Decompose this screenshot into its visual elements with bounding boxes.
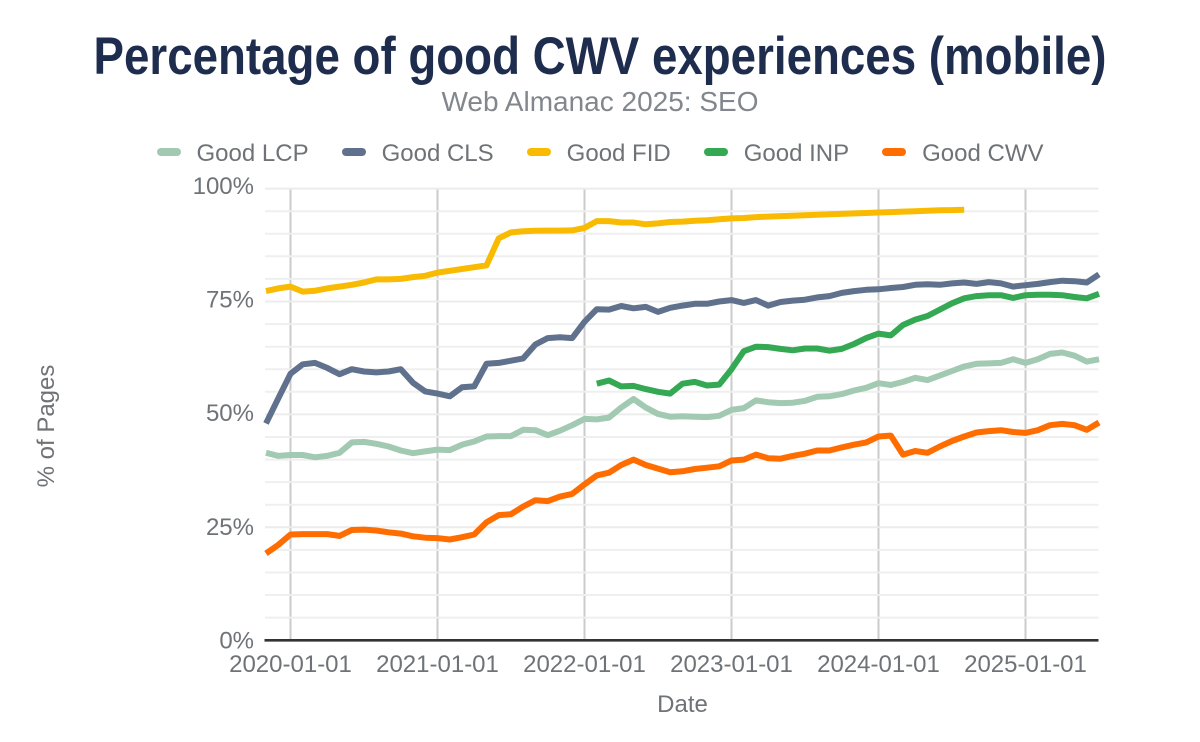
svg-text:100%: 100%	[193, 173, 254, 200]
svg-text:2024-01-01: 2024-01-01	[817, 651, 940, 678]
svg-text:25%: 25%	[206, 514, 254, 541]
svg-text:2021-01-01: 2021-01-01	[376, 651, 499, 678]
svg-text:2022-01-01: 2022-01-01	[523, 651, 646, 678]
svg-text:2020-01-01: 2020-01-01	[229, 651, 352, 678]
svg-text:2025-01-01: 2025-01-01	[964, 651, 1087, 678]
svg-text:50%: 50%	[206, 400, 254, 427]
svg-text:75%: 75%	[206, 287, 254, 314]
svg-text:0%: 0%	[219, 627, 254, 654]
svg-text:2023-01-01: 2023-01-01	[670, 651, 793, 678]
